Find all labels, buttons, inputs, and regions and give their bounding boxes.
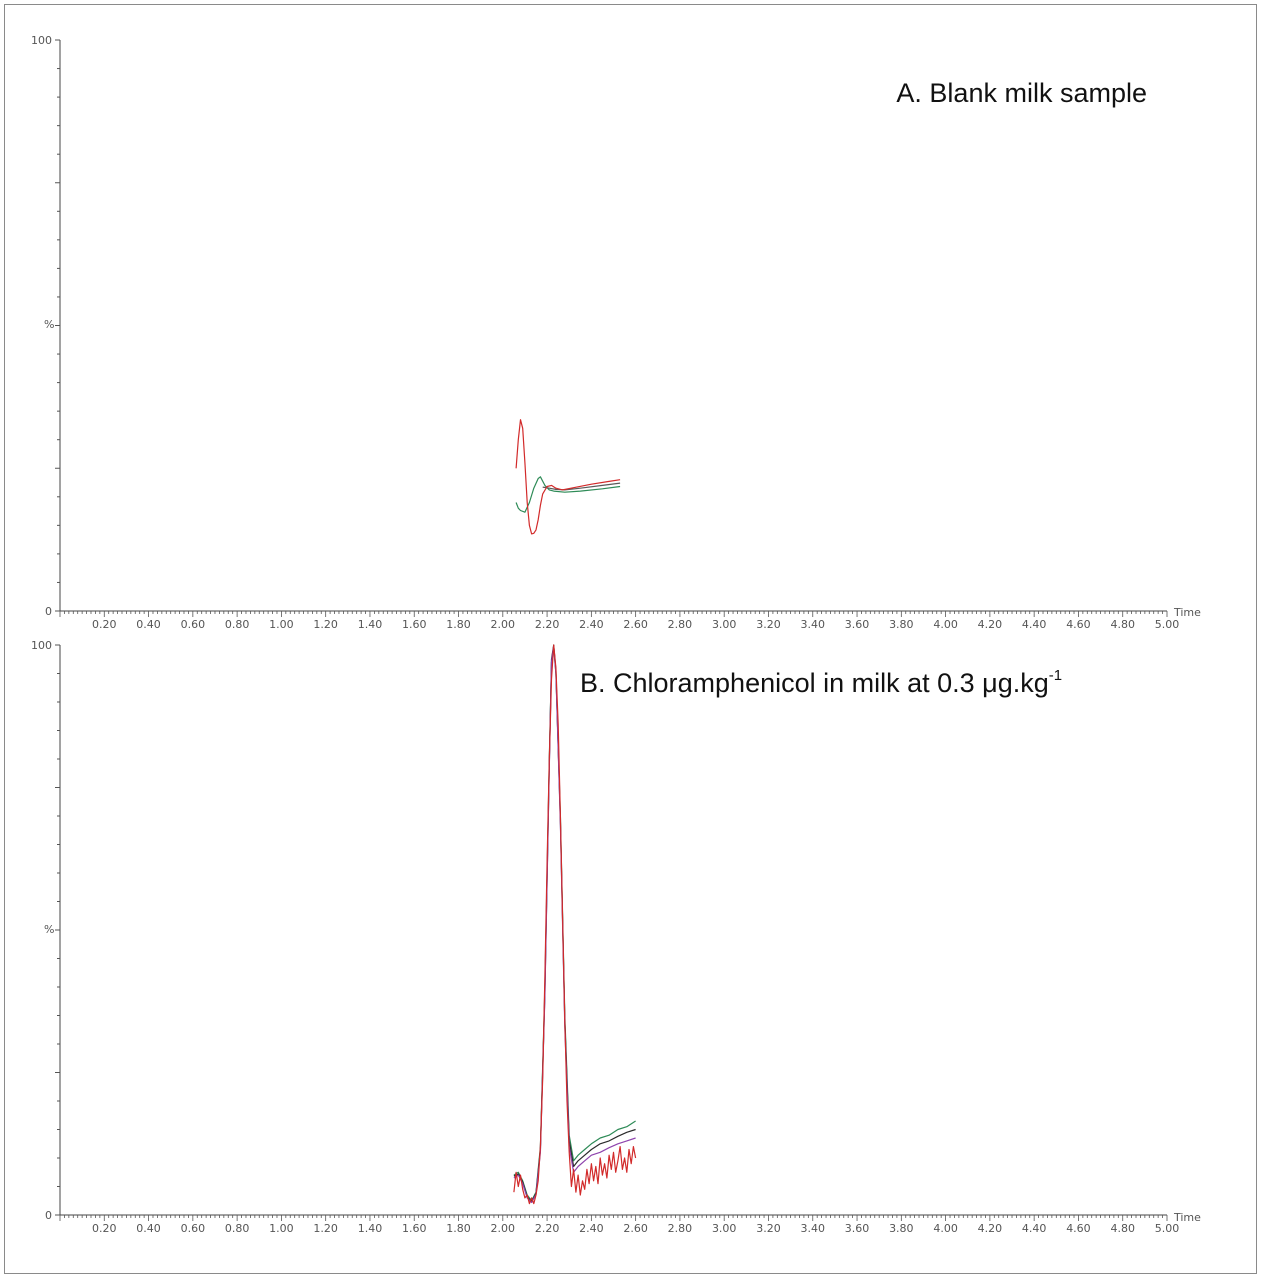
panel-a-ylabel: % (44, 318, 54, 331)
x-tick-label: 0.60 (181, 1222, 206, 1235)
panel-b-xlabel: Time (1173, 1211, 1201, 1224)
x-tick-label: 3.60 (845, 618, 870, 631)
x-tick-label: 4.80 (1110, 618, 1135, 631)
x-tick-label: 0.40 (136, 1222, 161, 1235)
x-tick-label: 0.40 (136, 618, 161, 631)
panel-a: A. Blank milk sample % Time 0 100 0.20 0.40… (31, 34, 1201, 631)
x-tick-label: 1.00 (269, 618, 294, 631)
x-tick-label: 3.20 (756, 1222, 781, 1235)
x-tick-label: 2.00 (491, 618, 516, 631)
x-tick-label: 1.80 (446, 1222, 471, 1235)
x-tick-label: 2.40 (579, 618, 604, 631)
x-tick-label: 3.00 (712, 618, 737, 631)
x-tick-label: 2.20 (535, 618, 560, 631)
x-tick-label: 2.60 (623, 618, 648, 631)
figure-frame (4, 4, 1257, 1274)
series-line-3 (513, 644, 637, 1205)
x-tick-label: 1.00 (269, 1222, 294, 1235)
x-tick-label: 4.60 (1066, 618, 1091, 631)
panel-b-title: B. Chloramphenicol in milk at 0.3 μg.kg-… (580, 667, 1062, 698)
x-tick-label: 4.00 (933, 1222, 958, 1235)
panel-b: B. Chloramphenicol in milk at 0.3 μg.kg-… (31, 639, 1201, 1235)
x-tick-label: 3.80 (889, 618, 914, 631)
x-tick-label: 1.20 (313, 1222, 338, 1235)
series-line-2 (515, 419, 621, 535)
x-tick-label: 1.40 (358, 1222, 383, 1235)
panel-a-xlabel: Time (1173, 606, 1201, 619)
x-tick-label: 3.40 (801, 1222, 826, 1235)
panel-b-ylabel: % (44, 923, 54, 936)
x-tick-label: 4.20 (978, 618, 1003, 631)
x-tick-label: 1.20 (313, 618, 338, 631)
x-tick-label: 1.60 (402, 618, 427, 631)
x-tick-label: 3.00 (712, 1222, 737, 1235)
series-line-0 (515, 476, 621, 513)
x-tick-label: 0.80 (225, 618, 250, 631)
y-tick-label: 0 (45, 1209, 52, 1222)
y-tick-label: 100 (31, 34, 52, 47)
series-line-0 (513, 647, 636, 1202)
x-tick-label: 2.00 (491, 1222, 516, 1235)
x-tick-label: 2.80 (668, 1222, 693, 1235)
x-tick-label: 3.60 (845, 1222, 870, 1235)
x-tick-label: 2.40 (579, 1222, 604, 1235)
x-tick-label: 2.80 (668, 618, 693, 631)
x-tick-label: 3.40 (801, 618, 826, 631)
x-tick-label: 4.40 (1022, 618, 1047, 631)
x-tick-label: 2.60 (623, 1222, 648, 1235)
y-tick-label: 0 (45, 605, 52, 618)
panel-a-title: A. Blank milk sample (896, 78, 1147, 108)
x-tick-label: 5.00 (1155, 1222, 1180, 1235)
x-tick-label: 4.60 (1066, 1222, 1091, 1235)
x-tick-label: 5.00 (1155, 618, 1180, 631)
x-tick-label: 3.80 (889, 1222, 914, 1235)
series-line-2 (513, 645, 636, 1204)
x-tick-label: 3.20 (756, 618, 781, 631)
x-tick-label: 1.80 (446, 618, 471, 631)
x-tick-label: 0.20 (92, 618, 117, 631)
x-tick-label: 4.40 (1022, 1222, 1047, 1235)
x-tick-label: 4.00 (933, 618, 958, 631)
y-tick-label: 100 (31, 639, 52, 652)
x-tick-label: 0.80 (225, 1222, 250, 1235)
x-tick-label: 1.60 (402, 1222, 427, 1235)
x-tick-label: 4.80 (1110, 1222, 1135, 1235)
x-tick-label: 0.60 (181, 618, 206, 631)
x-tick-label: 2.20 (535, 1222, 560, 1235)
series-line-1 (513, 644, 636, 1203)
x-tick-label: 1.40 (358, 618, 383, 631)
x-tick-label: 0.20 (92, 1222, 117, 1235)
x-tick-label: 4.20 (978, 1222, 1003, 1235)
